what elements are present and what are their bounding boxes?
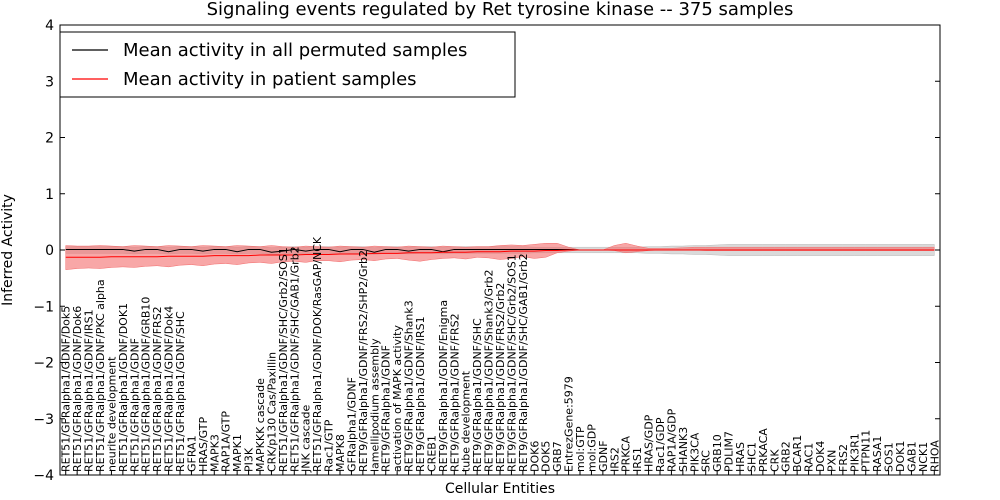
x-tick-label: PXN xyxy=(825,450,838,472)
x-tick-label: SHC1 xyxy=(745,442,758,472)
y-tick-label: 2 xyxy=(45,131,54,147)
plot-area xyxy=(65,242,935,270)
x-tick-label: IRS2 xyxy=(608,447,621,472)
x-tick-label: Rac1/GTP xyxy=(323,419,336,472)
x-tick-label: RET51/GFRalpha1/GDNF/IRS1 xyxy=(83,309,96,472)
x-tick-label: RET9/GFRalpha1/GDNF/Enigma xyxy=(437,300,450,472)
x-tick-label: RET9/GFRalpha1/GDNF/FRS2 xyxy=(448,313,461,472)
x-tick-label: RET51/GFRalpha1/GDNF/FRS2 xyxy=(151,306,164,472)
axes: −4−3−2−101234RET51/GFRalpha1/GDNF/Dok5RE… xyxy=(33,18,941,484)
x-tick-label: RET51/GFRalpha1/GDNF/PKC alpha xyxy=(94,279,107,472)
x-tick-label: PI3K xyxy=(243,447,256,472)
y-tick-label: 4 xyxy=(45,18,54,34)
legend: Mean activity in all permuted samples Me… xyxy=(59,31,516,98)
x-tick-label: RET51/GFRalpha1/GDNF/SHC/GAB1/Grb2 xyxy=(288,246,301,472)
x-tick-label: HRAS/GDP xyxy=(643,414,656,472)
x-tick-label: RET51/GFRalpha1/GDNF/SHC xyxy=(174,311,187,472)
x-tick-label: MAPK1 xyxy=(231,434,244,472)
x-tick-label: RASA1 xyxy=(871,436,884,472)
x-tick-label: GDNF xyxy=(597,440,610,472)
x-tick-label: EntrezGene:5979 xyxy=(563,376,576,472)
x-tick-label: RET9/GFRalpha1/GDNF/FRS2/Grb2 xyxy=(494,283,507,472)
x-tick-label: mol:GDP xyxy=(585,424,598,472)
x-tick-label: GFRA1 xyxy=(185,435,198,472)
x-tick-label: GAB1 xyxy=(905,441,918,472)
y-tick-label: −2 xyxy=(33,356,54,372)
x-tick-label: RET9/GFRalpha1/GDNF/IRS1 xyxy=(414,316,427,472)
x-tick-label: RET51/GFRalpha1/GDNF/DOK1 xyxy=(117,303,130,472)
x-tick-label: BCAR1 xyxy=(791,435,804,472)
x-tick-label: RET51/GFRalpha1/GDNF/Dok4 xyxy=(163,306,176,472)
x-tick-label: RET51/GFRalpha1/GDNF/Dok6 xyxy=(71,306,84,472)
x-tick-label: GRB2 xyxy=(780,441,793,472)
x-tick-label: RET51/GFRalpha1/GDNF/SHC/Grb2/SOS1 xyxy=(277,247,290,472)
x-tick-label: GRB7 xyxy=(551,441,564,472)
x-tick-label: RET9/GFRalpha1/GDNF/Shank3 xyxy=(403,300,416,472)
x-tick-label: RAP1A/GTP xyxy=(220,411,233,472)
x-tick-label: tube development xyxy=(460,370,473,472)
x-tick-label: NCK1 xyxy=(917,442,930,472)
chart-title: Signaling events regulated by Ret tyrosi… xyxy=(207,0,794,20)
x-tick-label: PRKACA xyxy=(757,428,770,472)
y-tick-label: 1 xyxy=(45,187,54,203)
y-tick-label: −3 xyxy=(33,412,54,428)
x-tick-label: RAP1A/GDP xyxy=(665,408,678,472)
x-tick-label: DOK4 xyxy=(814,441,827,472)
x-tick-label: PIK3CA xyxy=(688,432,701,472)
x-tick-label: RAC1 xyxy=(803,443,816,472)
x-tick-label: RET9/GFRalpha1/GDNF xyxy=(380,345,393,472)
legend-label-permuted: Mean activity in all permuted samples xyxy=(123,40,467,61)
x-tick-label: SOS1 xyxy=(883,442,896,472)
x-tick-label: RET9/GFRalpha1/GDNF/SHC/Grb2/SOS1 xyxy=(505,254,518,472)
x-tick-label: activation of MAPK activity xyxy=(391,325,404,472)
x-tick-label: SRC xyxy=(700,450,713,472)
x-tick-label: CRK xyxy=(768,449,781,472)
x-tick-label: DOK6 xyxy=(528,441,541,472)
y-tick-label: −4 xyxy=(33,468,54,484)
x-tick-label: PTPN11 xyxy=(860,430,873,472)
x-tick-label: PDLIM7 xyxy=(723,431,736,472)
x-tick-label: HRAS xyxy=(734,442,747,472)
x-tick-label: CRK/p130 Cas/Paxillin xyxy=(265,352,278,472)
legend-box xyxy=(59,31,516,98)
x-tick-label: JNK cascade xyxy=(300,405,313,473)
x-tick-label: MAPK3 xyxy=(208,434,221,472)
x-tick-label: MAPK8 xyxy=(334,434,347,472)
x-tick-label: RET9/GFRalpha1/GDNF/Shank3/Grb2 xyxy=(483,270,496,472)
y-tick-label: 3 xyxy=(45,74,54,90)
x-tick-label: RET51/GFRalpha1/GDNF/GRB10 xyxy=(140,297,153,472)
x-tick-label: DOK1 xyxy=(894,441,907,472)
x-tick-label: RET9/GFRalpha1/GDNF/SHC xyxy=(471,318,484,472)
legend-label-patient: Mean activity in patient samples xyxy=(123,69,417,90)
x-tick-label: Rac1/GDP xyxy=(654,417,667,472)
x-tick-label: MAPKKK cascade xyxy=(254,378,267,472)
x-tick-label: CREB1 xyxy=(425,435,438,472)
x-tick-label: FRS2 xyxy=(837,444,850,472)
x-tick-label: RET9/GFRalpha1/GDNF/SHC/GAB1/Grb2 xyxy=(517,253,530,472)
x-tick-label: SHANK3 xyxy=(677,427,690,472)
x-tick-label: RET9/GFRalpha1/GDNF/FRS2/SHP2/Grb2 xyxy=(357,250,370,472)
y-axis-title: Inferred Activity xyxy=(0,194,16,306)
x-tick-label: RET51/GFRalpha1/GDNF/Dok5 xyxy=(60,306,73,472)
x-tick-label: mol:GTP xyxy=(574,426,587,472)
y-tick-label: −1 xyxy=(33,299,54,315)
x-tick-label: DOK5 xyxy=(540,441,553,472)
x-tick-label: IRS1 xyxy=(631,447,644,472)
x-tick-label: neurite development xyxy=(105,356,118,472)
x-axis-title: Cellular Entities xyxy=(445,481,555,497)
x-tick-label: PIK3R1 xyxy=(848,433,861,472)
x-tick-label: RET51/GFRalpha1/GDNF/DOK/RasGAP/NCK xyxy=(311,236,324,472)
x-tick-label: GRB10 xyxy=(711,434,724,472)
y-tick-label: 0 xyxy=(45,243,54,259)
x-tick-label: RHOA xyxy=(928,440,941,472)
x-tick-label: RET51/GFRalpha1/GDNF xyxy=(128,338,141,472)
series-line-patient xyxy=(65,249,935,258)
x-tick-label: GFRalpha1/GDNF xyxy=(345,377,358,472)
x-tick-label: PRKCA xyxy=(620,435,633,472)
x-tick-label: lamellipodium assembly xyxy=(368,338,381,472)
x-tick-label: HRAS/GTP xyxy=(197,416,210,472)
